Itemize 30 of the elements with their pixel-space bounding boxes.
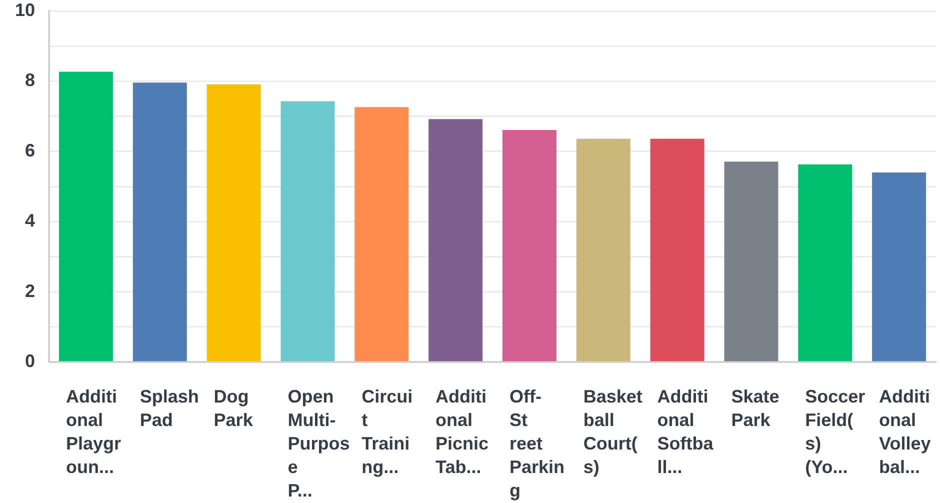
bar xyxy=(354,107,409,362)
x-tick-label: Basketball Court(s) xyxy=(583,386,642,477)
x-tick-label: Additional Volleybal... xyxy=(879,386,931,477)
x-tick-label: Soccer Field(s) (Yo... xyxy=(805,386,866,477)
x-tick-label: Circuit Training... xyxy=(362,386,413,477)
y-tick-label: 8 xyxy=(24,70,35,90)
x-tick-label: Additional Picnic Tab... xyxy=(436,386,489,477)
x-tick-label: Dog Park xyxy=(214,386,254,430)
y-tick-label: 10 xyxy=(14,0,35,20)
bar xyxy=(280,101,335,362)
bar xyxy=(132,82,187,362)
x-tick-label: Open Multi-Purpose P... xyxy=(288,386,350,500)
x-tick-label: Additional Softball... xyxy=(657,386,714,477)
bar xyxy=(58,72,113,362)
bar xyxy=(576,138,630,362)
y-tick-label: 6 xyxy=(24,140,35,160)
bar xyxy=(502,130,556,362)
y-tick-label: 0 xyxy=(24,350,35,371)
bar xyxy=(798,164,852,362)
bar xyxy=(428,119,483,362)
y-tick-label: 2 xyxy=(24,280,35,301)
x-tick-label: Additional Playgroun... xyxy=(66,386,121,477)
x-tick-label: Splash Pad xyxy=(140,386,199,430)
bar xyxy=(872,172,926,362)
y-tick-label: 4 xyxy=(24,210,35,231)
bar xyxy=(724,162,778,362)
bar xyxy=(206,84,261,362)
x-tick-label: Off-Street Parking xyxy=(509,386,564,500)
x-tick-label: Skate Park xyxy=(731,386,780,430)
bar xyxy=(650,138,704,362)
